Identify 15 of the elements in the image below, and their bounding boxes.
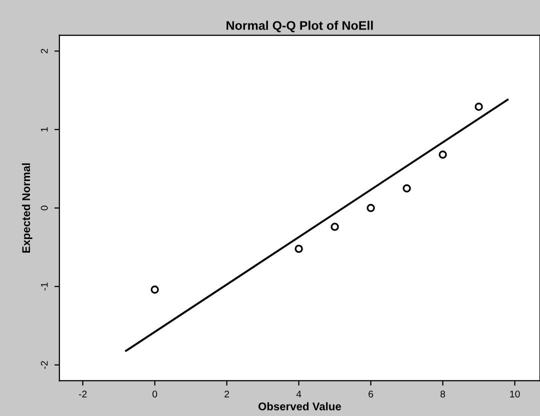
chart-title: Normal Q-Q Plot of NoEll bbox=[226, 20, 373, 32]
y-tick-label: 0 bbox=[40, 206, 48, 210]
x-tick-label: 10 bbox=[510, 390, 520, 398]
y-tick-label: -2 bbox=[40, 361, 48, 369]
x-tick-label: 0 bbox=[152, 390, 158, 398]
x-tick-label: 8 bbox=[440, 390, 446, 398]
y-tick-label: 1 bbox=[40, 127, 48, 132]
x-tick-label: 2 bbox=[224, 390, 230, 398]
y-tick-label: 2 bbox=[40, 48, 48, 54]
y-tick-label: -1 bbox=[40, 282, 48, 290]
x-axis-title: Observed Value bbox=[258, 402, 342, 410]
x-tick-label: -2 bbox=[78, 390, 87, 398]
x-tick-label: 6 bbox=[368, 390, 374, 398]
x-tick-label: 4 bbox=[296, 390, 302, 398]
y-axis-title: Expected Normal bbox=[22, 163, 32, 253]
